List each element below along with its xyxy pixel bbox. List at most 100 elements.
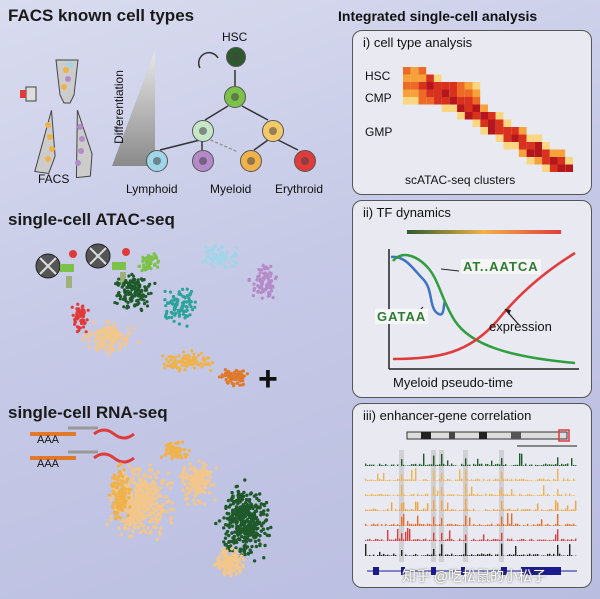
atac-point [83, 321, 87, 326]
track-signal [373, 540, 375, 541]
track-signal [453, 509, 455, 511]
rna-point [159, 455, 164, 459]
track-signal [503, 494, 505, 496]
track-signal [567, 539, 569, 541]
track-signal [535, 554, 537, 556]
atac-point [117, 341, 121, 345]
heatmap-cell [503, 134, 512, 142]
track-signal [461, 478, 463, 481]
track-signal [401, 550, 403, 556]
atac-point [209, 368, 213, 372]
heatmap-cell [495, 119, 504, 127]
track-signal [471, 479, 473, 481]
track-signal [393, 480, 395, 481]
rna-point [115, 495, 119, 499]
rna-point [213, 562, 218, 566]
atac-point [193, 300, 197, 304]
atac-point [262, 277, 266, 281]
rna-point [108, 493, 112, 497]
track-signal [521, 453, 523, 466]
track-signal [557, 468, 559, 481]
atac-point [176, 308, 180, 313]
rna-point [184, 493, 188, 497]
heatmap-cell [495, 127, 504, 135]
facs-machine-icon [20, 59, 93, 179]
track-signal [401, 503, 403, 511]
lineage-label-myeloid: Myeloid [210, 182, 252, 196]
rna-point [217, 555, 221, 560]
expression-label: expression [489, 319, 552, 334]
rna-point [223, 536, 228, 540]
track-signal [523, 524, 525, 526]
rna-point [127, 509, 131, 514]
rna-point [176, 455, 180, 459]
rna-point [254, 521, 258, 525]
track-signal [559, 494, 561, 496]
atac-point [263, 267, 267, 271]
track-signal [449, 479, 451, 481]
track-signal [479, 479, 481, 481]
track-signal [425, 555, 427, 556]
atac-point [149, 291, 153, 295]
track-signal [475, 525, 477, 526]
track-signal [501, 543, 503, 556]
atac-point [108, 324, 112, 328]
heatmap-cell [472, 112, 481, 120]
rna-point [137, 498, 142, 502]
track-signal [449, 465, 451, 466]
track-signal [559, 525, 561, 526]
atac-point [111, 329, 115, 333]
heatmap-cell [526, 149, 535, 157]
rna-point [247, 507, 252, 511]
track-signal [469, 509, 471, 511]
track-signal [377, 523, 379, 526]
track-signal [547, 493, 549, 496]
rna-point [151, 493, 155, 497]
track-signal [453, 525, 455, 526]
rna-point [230, 490, 234, 495]
heatmap-cell [557, 149, 566, 157]
track-signal [497, 523, 499, 526]
track-signal [405, 531, 407, 541]
atac-point [223, 258, 227, 263]
track-signal [489, 524, 491, 526]
heatmap-cell [464, 82, 473, 90]
rna-point [254, 527, 259, 531]
track-signal [535, 509, 537, 511]
rna-point [178, 475, 183, 479]
rna-point [171, 507, 176, 512]
track-signal [395, 480, 397, 481]
track-signal [407, 465, 409, 466]
rna-point [115, 484, 119, 489]
atac-point [173, 355, 177, 359]
rna-point [150, 519, 155, 524]
rna-point [235, 565, 239, 569]
rna-point [132, 472, 136, 476]
track-signal [471, 554, 473, 556]
atac-point [151, 257, 155, 261]
atac-point [220, 251, 224, 255]
atac-point [257, 274, 261, 278]
track-signal [459, 509, 461, 511]
track-signal [421, 509, 423, 511]
track-signal [557, 529, 559, 541]
atac-point [71, 313, 75, 317]
track-signal [491, 493, 493, 496]
track-signal [409, 495, 411, 496]
track-signal [441, 487, 443, 496]
atac-point [105, 344, 109, 348]
track-signal [525, 494, 527, 496]
track-signal [559, 465, 561, 466]
tf-dynamics-plot [388, 230, 579, 370]
track-signal [381, 479, 383, 481]
rna-point [236, 537, 241, 541]
track-signal [391, 502, 393, 511]
heatmap-cell [410, 82, 419, 90]
rna-point [133, 526, 137, 530]
atac-point [121, 284, 125, 288]
atac-point [135, 299, 139, 303]
atac-point [141, 293, 145, 297]
track-signal [467, 479, 469, 481]
rna-point [201, 461, 205, 465]
track-signal [491, 523, 493, 526]
